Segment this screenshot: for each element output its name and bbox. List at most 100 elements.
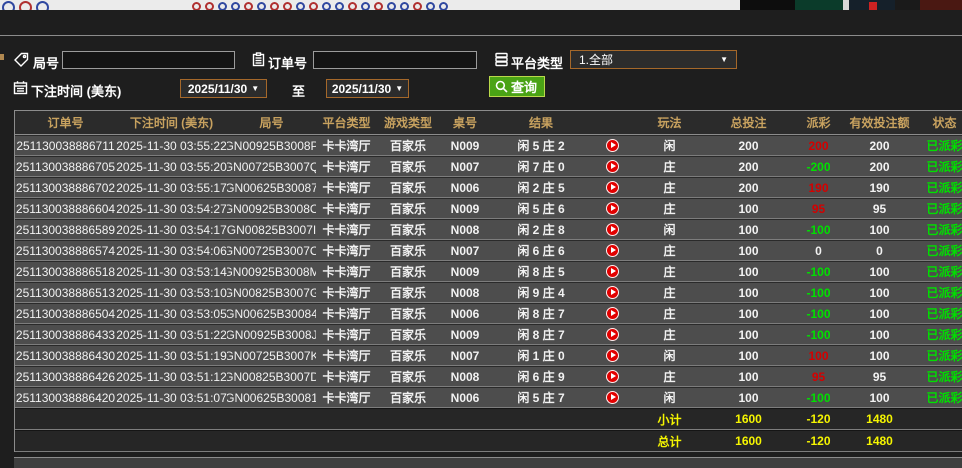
table-row: 251130038886426 2025-11-30 03:51:12 GN0082…	[15, 366, 962, 387]
column-header: 订单号	[47, 116, 84, 130]
payout-cell: 95	[811, 201, 826, 216]
order-no-cell: 251130038886504	[15, 306, 116, 321]
empty-cell	[15, 431, 116, 451]
status-cell: 已派彩	[926, 349, 962, 363]
empty-cell	[439, 409, 491, 429]
platform-cell: 卡卡湾厅	[322, 244, 371, 258]
play-video-button[interactable]	[605, 328, 619, 341]
platform-cell: 卡卡湾厅	[322, 391, 371, 405]
status-cell: 已派彩	[926, 286, 962, 300]
subtotal-total-bet: 1600	[735, 412, 762, 426]
round-no-cell: GN00725B3007K	[227, 348, 316, 363]
status-cell: 已派彩	[926, 370, 962, 384]
query-button[interactable]: 查询	[489, 76, 546, 97]
table-no-cell: N008	[450, 222, 480, 237]
subtotal-valid-bet: 1480	[866, 412, 893, 426]
replay-cell	[591, 157, 633, 176]
status-cell: 已派彩	[926, 202, 962, 216]
game-type-cell: 百家乐	[389, 286, 426, 300]
table-row: 251130038886430 2025-11-30 03:51:19 GN0072…	[15, 345, 962, 366]
play-type-cell: 闲	[663, 223, 676, 237]
play-video-button[interactable]	[605, 160, 619, 173]
play-type-cell: 庄	[663, 265, 676, 279]
play-video-button[interactable]	[605, 202, 619, 215]
table-no-cell: N007	[450, 348, 480, 363]
round-no-input[interactable]	[62, 51, 235, 69]
valid-bet-cell: 95	[872, 369, 887, 384]
status-cell: 已派彩	[926, 265, 962, 279]
platform-type-select[interactable]: 1.全部 ▼	[570, 50, 737, 69]
roadmap-dot	[361, 2, 370, 10]
table-no-cell: N006	[450, 306, 480, 321]
payout-cell: -100	[806, 390, 831, 405]
play-video-button[interactable]	[605, 370, 619, 383]
bet-time-cell: 2025-11-30 03:54:27	[116, 201, 227, 216]
replay-cell	[591, 283, 633, 302]
game-type-cell: 百家乐	[389, 223, 426, 237]
roadmap-circle	[2, 1, 15, 10]
column-header: 游戏类型	[383, 116, 432, 130]
play-type-cell: 闲	[663, 349, 676, 363]
empty-cell	[377, 409, 439, 429]
platform-cell: 卡卡湾厅	[322, 307, 371, 321]
total-bet-cell: 100	[738, 222, 759, 237]
bet-time-cell: 2025-11-30 03:53:10	[116, 285, 227, 300]
total-bet-cell: 100	[738, 243, 759, 258]
empty-cell	[227, 409, 316, 429]
result-cell: 闲 9 庄 4	[517, 286, 565, 300]
roadmap-dot	[244, 2, 253, 10]
subtotal-label: 小计	[657, 412, 682, 427]
payout-cell: 190	[808, 180, 829, 195]
result-cell: 闲 2 庄 5	[517, 181, 565, 195]
roadmap-dot	[218, 2, 227, 10]
play-video-button[interactable]	[605, 223, 619, 236]
game-type-cell: 百家乐	[389, 139, 426, 153]
valid-bet-cell: 200	[869, 138, 890, 153]
column-header: 有效投注额	[849, 116, 910, 130]
order-no-cell: 251130038886705	[15, 159, 116, 174]
date-to-picker[interactable]: 2025/11/30 ▼	[326, 79, 409, 98]
bet-time-cell: 2025-11-30 03:53:14	[116, 264, 227, 279]
column-header: 派彩	[806, 116, 831, 130]
play-video-button[interactable]	[605, 265, 619, 278]
grandtotal-total-bet: 1600	[735, 434, 762, 448]
empty-cell	[439, 431, 491, 451]
play-video-button[interactable]	[605, 286, 619, 299]
table-no-cell: N007	[450, 159, 480, 174]
column-header: 桌号	[452, 116, 477, 130]
play-video-button[interactable]	[605, 244, 619, 257]
grandtotal-payout: -120	[806, 434, 831, 448]
valid-bet-cell: 190	[869, 180, 890, 195]
replay-cell	[591, 262, 633, 281]
platform-cell: 卡卡湾厅	[322, 328, 371, 342]
play-video-button[interactable]	[605, 139, 619, 152]
column-header: 结果	[528, 116, 553, 130]
total-bet-cell: 100	[738, 390, 759, 405]
play-type-cell: 闲	[663, 139, 676, 153]
search-icon	[495, 80, 508, 93]
to-label: 至	[292, 84, 306, 99]
replay-cell	[591, 136, 633, 155]
game-type-cell: 百家乐	[389, 307, 426, 321]
play-video-button[interactable]	[605, 349, 619, 362]
divider-line	[0, 35, 962, 36]
replay-cell	[591, 388, 633, 407]
round-no-label: 局号	[33, 56, 60, 71]
table-footer-strip	[14, 457, 962, 468]
game-type-cell: 百家乐	[389, 202, 426, 216]
grandtotal-row: 总计 1600 -120 1480	[15, 430, 962, 452]
round-no-cell: GN00825B3007D	[227, 369, 316, 384]
date-from-picker[interactable]: 2025/11/30 ▼	[180, 79, 267, 98]
play-video-button[interactable]	[605, 391, 619, 404]
column-header: 总投注	[730, 116, 767, 130]
valid-bet-cell: 200	[869, 159, 890, 174]
platform-cell: 卡卡湾厅	[322, 202, 371, 216]
order-no-input[interactable]	[313, 51, 477, 69]
chevron-down-icon: ▼	[251, 84, 260, 93]
play-video-button[interactable]	[605, 181, 619, 194]
play-video-button[interactable]	[605, 307, 619, 320]
bet-time-cell: 2025-11-30 03:55:20	[116, 159, 227, 174]
order-no-cell: 251130038886711	[16, 138, 115, 153]
platform-type-label: 平台类型	[511, 56, 564, 71]
